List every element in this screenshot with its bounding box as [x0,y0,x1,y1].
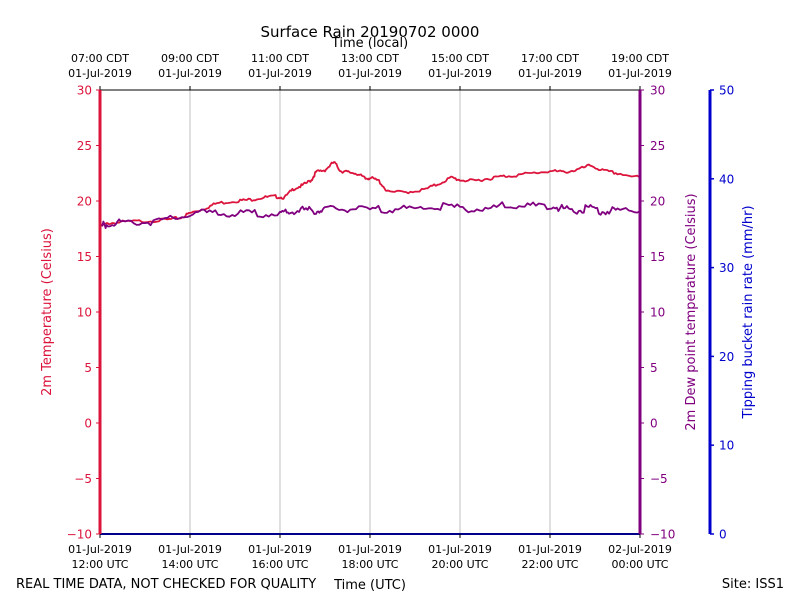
x-tick-label-time: 16:00 UTC [251,558,308,571]
rain-tick-label: 20 [719,350,734,364]
left-tick-label: 10 [77,306,92,320]
top-tick-label-time: 13:00 CDT [341,52,399,65]
right-tick-label: 30 [650,84,665,98]
top-tick-label-date: 01-Jul-2019 [608,67,672,80]
top-tick-label-date: 01-Jul-2019 [518,67,582,80]
right-tick-label: 20 [650,195,665,209]
dewpoint-line [99,201,641,229]
left-tick-label: 5 [84,361,92,375]
rain-tick-label: 50 [719,84,734,98]
left-axis-label: 2m Temperature (Celsius) [40,228,55,396]
right-axis-label: 2m Dew point temperature (Celsius) [684,193,699,430]
top-axis-label: Time (local) [331,36,408,51]
x-tick-label-time: 20:00 UTC [431,558,488,571]
top-tick-label-time: 17:00 CDT [521,52,579,65]
x-tick-label-date: 01-Jul-2019 [338,543,402,556]
disclaimer-text: REAL TIME DATA, NOT CHECKED FOR QUALITY [16,577,316,592]
top-tick-label-date: 01-Jul-2019 [248,67,312,80]
x-tick-label-date: 01-Jul-2019 [248,543,312,556]
right-tick-label: 5 [650,361,658,375]
series-layer [99,161,641,229]
right-tick-label: 15 [650,250,665,264]
x-tick-label-time: 00:00 UTC [611,558,668,571]
right-tick-label: 25 [650,139,665,153]
right-tick-label: 0 [650,417,658,431]
left-tick-label: 0 [84,417,92,431]
left-tick-label: −5 [74,472,92,486]
site-label: Site: ISS1 [722,577,784,592]
x-tick-label-date: 01-Jul-2019 [518,543,582,556]
axis-ticks: 01-Jul-2019 12:00 UTC 07:00 CDT 01-Jul-2019… [67,52,735,571]
rain-axis-label: Tipping bucket rain rate (mm/hr) [741,205,756,419]
chart-title: Surface Rain 20190702 0000 [261,23,480,41]
x-tick-label-date: 01-Jul-2019 [158,543,222,556]
left-tick-label: 20 [77,195,92,209]
right-tick-label: −10 [650,528,675,542]
rain-tick-label: 30 [719,261,734,275]
right-tick-label: 10 [650,306,665,320]
x-tick-label-date: 01-Jul-2019 [428,543,492,556]
top-tick-label-date: 01-Jul-2019 [68,67,132,80]
temperature-line [99,161,641,227]
top-tick-label-time: 09:00 CDT [161,52,219,65]
x-tick-label-date: 01-Jul-2019 [68,543,132,556]
x-tick-label-time: 14:00 UTC [161,558,218,571]
top-tick-label-time: 15:00 CDT [431,52,489,65]
x-tick-label-time: 18:00 UTC [341,558,398,571]
top-tick-label-time: 11:00 CDT [251,52,309,65]
rain-tick-label: 0 [719,528,727,542]
x-tick-label-time: 12:00 UTC [71,558,128,571]
top-tick-label-date: 01-Jul-2019 [428,67,492,80]
x-axis-label: Time (UTC) [333,578,406,593]
x-tick-label-time: 22:00 UTC [521,558,578,571]
top-tick-label-time: 19:00 CDT [611,52,669,65]
rain-tick-label: 10 [719,439,734,453]
left-tick-label: −10 [67,528,92,542]
x-tick-label-date: 02-Jul-2019 [608,543,672,556]
rain-tick-label: 40 [719,172,734,186]
top-tick-label-time: 07:00 CDT [71,52,129,65]
left-tick-label: 25 [77,139,92,153]
left-tick-label: 30 [77,84,92,98]
gridlines [189,90,551,534]
right-tick-label: −5 [650,472,668,486]
left-tick-label: 15 [77,250,92,264]
top-tick-label-date: 01-Jul-2019 [338,67,402,80]
top-tick-label-date: 01-Jul-2019 [158,67,222,80]
